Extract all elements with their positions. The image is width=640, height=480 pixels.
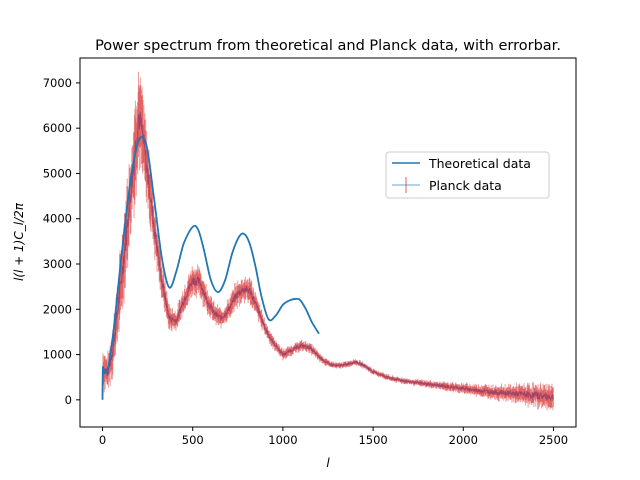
y-tick-label: 4000 xyxy=(43,212,72,226)
y-tick-label: 7000 xyxy=(43,76,72,90)
y-tick-label: 0 xyxy=(65,393,72,407)
theory-series-group xyxy=(101,136,320,400)
plot-frame xyxy=(79,57,577,428)
y-tick-label: 5000 xyxy=(43,166,72,180)
x-tick-label: 2500 xyxy=(539,433,568,447)
legend-box xyxy=(385,151,550,199)
chart-title: Power spectrum from theoretical and Plan… xyxy=(95,38,561,54)
y-tick-label: 6000 xyxy=(43,121,72,135)
planck-data-line xyxy=(102,112,554,402)
x-axis-label: l xyxy=(326,456,330,470)
x-tick-label: 2000 xyxy=(449,433,478,447)
x-tick-label: 500 xyxy=(182,433,204,447)
x-tick-label: 1500 xyxy=(358,433,387,447)
x-tick-label: 0 xyxy=(99,433,106,447)
x-tick-label: 1000 xyxy=(268,433,297,447)
y-axis-ticks: 0 1000 2000 3000 4000 5000 6000 7000 xyxy=(43,76,80,407)
planck-series-group xyxy=(102,112,554,402)
y-tick-label: 2000 xyxy=(43,302,72,316)
legend-planck-label: Planck data xyxy=(429,178,502,193)
legend-theory-label: Theoretical data xyxy=(428,156,531,171)
legend: Theoretical data Planck data xyxy=(385,151,550,199)
y-axis-label: l(l + 1)C_l/2π xyxy=(12,202,26,281)
theoretical-data-line xyxy=(101,136,320,400)
x-axis-ticks: 0 500 1000 1500 2000 2500 xyxy=(99,427,568,447)
y-tick-label: 3000 xyxy=(43,257,72,271)
y-tick-label: 1000 xyxy=(43,348,72,362)
